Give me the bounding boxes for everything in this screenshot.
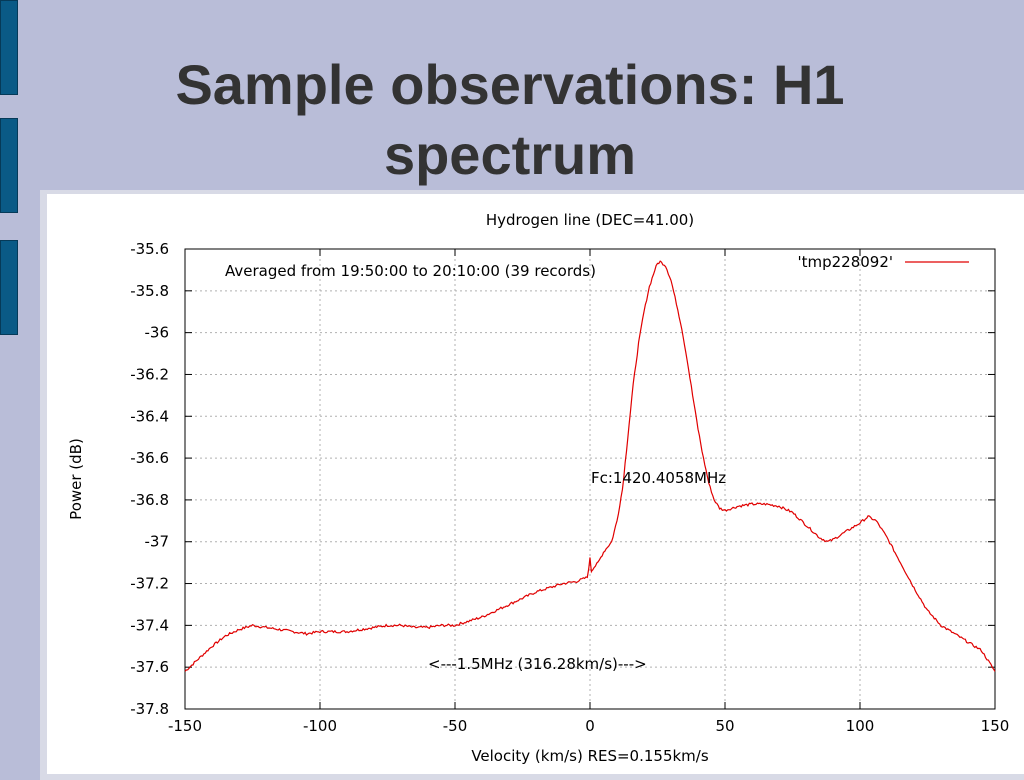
x-tick-label: -150: [168, 717, 202, 735]
y-tick-label: -36.8: [130, 491, 169, 509]
y-tick-label: -36.6: [130, 449, 169, 467]
y-tick-label: -37: [145, 533, 170, 551]
tick-labels: -150 -100 -50 0 50 100 150 -35.6 -35.8 -36 -36.2 -3…: [130, 240, 1009, 735]
y-axis-label: Power (dB): [67, 438, 85, 520]
annotation-averaged: Averaged from 19:50:00 to 20:10:00 (39 r…: [225, 262, 596, 280]
x-tick-label: 150: [981, 717, 1010, 735]
legend-label: 'tmp228092': [797, 253, 893, 271]
y-tick-label: -35.6: [130, 240, 169, 258]
spectrum-chart: -150 -100 -50 0 50 100 150 -35.6 -35.8 -36 -36.2 -3…: [67, 211, 1009, 765]
annotation-bandwidth: <---1.5MHz (316.28km/s)--->: [428, 655, 647, 673]
x-tick-label: -100: [303, 717, 337, 735]
slide-tab-3: [0, 240, 18, 335]
x-tick-label: -50: [443, 717, 468, 735]
grid: [185, 249, 995, 709]
x-axis-label: Velocity (km/s) RES=0.155km/s: [471, 747, 709, 765]
y-tick-label: -36.4: [130, 407, 169, 425]
y-tick-label: -37.8: [130, 700, 169, 718]
annotation-center-frequency: Fc:1420.4058MHz: [591, 469, 726, 487]
x-tick-label: 100: [846, 717, 875, 735]
slide-title-line1: Sample observations: H1: [175, 53, 845, 116]
slide-tab-2: [0, 118, 18, 213]
y-tick-label: -35.8: [130, 282, 169, 300]
y-tick-label: -37.2: [130, 575, 169, 593]
plot-panel: -150 -100 -50 0 50 100 150 -35.6 -35.8 -36 -36.2 -3…: [47, 194, 1024, 774]
y-tick-label: -37.4: [130, 616, 169, 634]
y-tick-label: -37.6: [130, 658, 169, 676]
x-tick-label: 0: [585, 717, 595, 735]
slide-tab-1: [0, 0, 18, 95]
slide-title-line2: spectrum: [383, 123, 637, 186]
y-tick-label: -36.2: [130, 365, 169, 383]
slide-title: Sample observations: H1 spectrum: [100, 50, 920, 190]
y-tick-label: -36: [145, 324, 170, 342]
axis-ticks: [184, 248, 996, 710]
series-line-tmp228092: [184, 260, 996, 672]
chart-title: Hydrogen line (DEC=41.00): [486, 211, 694, 229]
legend: 'tmp228092': [797, 253, 969, 271]
x-tick-label: 50: [715, 717, 734, 735]
